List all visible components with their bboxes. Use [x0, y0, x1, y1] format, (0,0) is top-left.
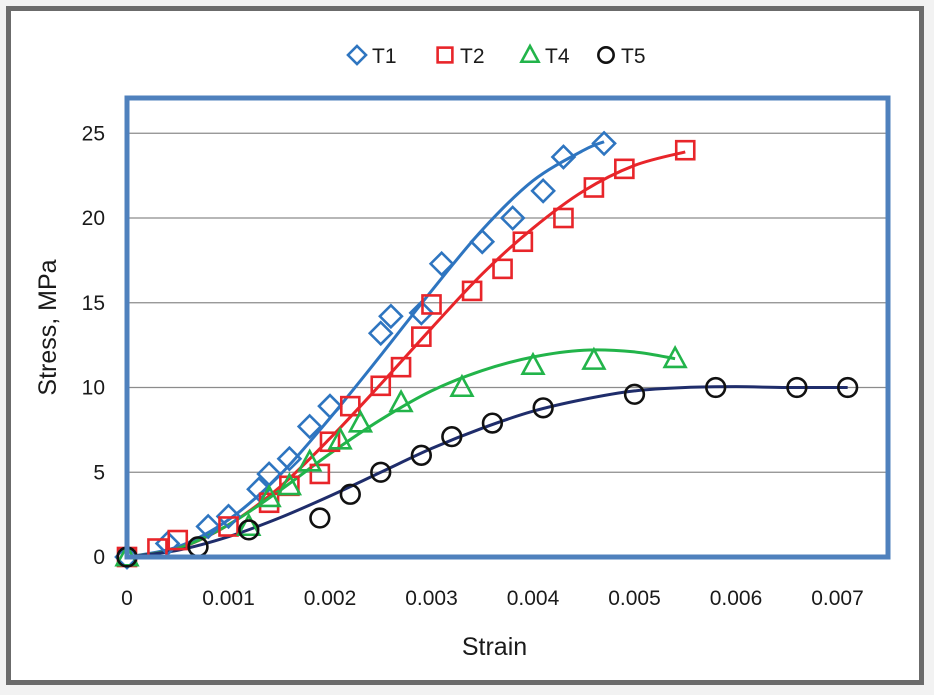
data-point-t2 — [583, 177, 605, 198]
data-point-t5 — [623, 383, 646, 405]
data-point-t5 — [441, 426, 463, 448]
plot-area-border — [124, 95, 891, 560]
x-tick-label: 0.001 — [202, 587, 255, 610]
y-tick-label: 10 — [82, 377, 105, 400]
legend-marker-t5 — [597, 46, 615, 64]
data-point-t1 — [499, 205, 526, 231]
x-tick-label: 0.006 — [710, 587, 763, 610]
y-tick-label: 25 — [82, 122, 105, 145]
data-point-t1 — [550, 144, 577, 170]
x-tick-label: 0.005 — [608, 587, 661, 610]
legend-label-t4: T4 — [545, 45, 570, 68]
y-tick-label: 5 — [93, 461, 105, 484]
data-point-t4 — [327, 426, 353, 450]
fit-curve-t2 — [126, 150, 686, 559]
data-point-t2 — [492, 258, 513, 280]
data-point-t4 — [256, 483, 282, 508]
data-point-t1 — [408, 300, 435, 326]
data-point-t4 — [236, 512, 262, 537]
data-point-t2 — [421, 294, 442, 315]
data-point-t2 — [218, 516, 239, 537]
data-point-t5 — [481, 412, 504, 434]
data-point-t2 — [512, 231, 534, 253]
legend-marker-t4 — [519, 43, 541, 64]
data-point-t4 — [520, 351, 546, 376]
data-point-t4 — [388, 389, 414, 413]
data-point-t4 — [276, 472, 303, 496]
data-point-t1 — [367, 320, 394, 347]
data-point-t4 — [662, 344, 688, 369]
legend-label-t2: T2 — [460, 45, 485, 68]
x-tick-label: 0 — [121, 587, 133, 610]
data-point-t1 — [195, 513, 222, 540]
data-point-t2 — [167, 529, 189, 551]
legend-label-t1: T1 — [372, 45, 397, 68]
data-point-t1 — [591, 130, 617, 157]
data-point-t2 — [319, 431, 341, 453]
fit-curve-t4 — [126, 348, 676, 559]
x-tick-label: 0.002 — [304, 587, 357, 610]
data-point-t2 — [614, 158, 635, 180]
tick-labels: 0 5 10 15 20 25 0 0.001 0.002 0.003 0.004 0.005 0.00… — [82, 122, 864, 610]
data-point-t1 — [428, 250, 455, 277]
data-point-t1 — [317, 393, 343, 419]
x-tick-label: 0.004 — [507, 587, 560, 610]
legend: T1 T2 T4 T5 — [346, 43, 646, 68]
data-point-t1 — [296, 413, 323, 440]
data-point-t5 — [532, 397, 554, 419]
y-tick-label: 20 — [82, 207, 105, 230]
data-point-t5 — [837, 376, 859, 399]
data-point-t2 — [309, 463, 331, 485]
data-point-t1 — [215, 503, 242, 530]
data-point-t5 — [410, 444, 433, 466]
data-point-t4 — [449, 373, 475, 398]
data-point-t2 — [390, 356, 412, 378]
data-point-t4 — [297, 448, 323, 472]
data-point-t1 — [469, 228, 496, 255]
x-tick-label: 0.007 — [811, 587, 864, 610]
fit-curve-t1 — [126, 140, 605, 559]
y-tick-label: 15 — [82, 292, 105, 315]
fit-curve-t5 — [126, 385, 848, 559]
legend-label-t5: T5 — [621, 45, 646, 68]
data-point-t5 — [238, 519, 260, 541]
data-point-t4 — [347, 409, 374, 433]
data-point-t5 — [370, 461, 392, 483]
data-point-t2 — [553, 207, 574, 229]
legend-marker-t2 — [436, 46, 454, 64]
x-tick-label: 0.003 — [405, 587, 458, 610]
chart-card — [6, 6, 924, 685]
legend-marker-t1 — [346, 44, 368, 66]
fit-curves — [126, 140, 848, 559]
data-point-t5 — [309, 507, 331, 529]
data-point-t2 — [339, 395, 361, 417]
data-point-t1 — [530, 178, 556, 204]
y-tick-label: 0 — [93, 546, 105, 569]
data-markers — [114, 130, 859, 570]
data-point-t2 — [674, 139, 696, 161]
data-point-t4 — [581, 346, 607, 370]
data-point-t5 — [705, 376, 727, 399]
data-point-t1 — [378, 303, 404, 330]
data-point-t1 — [276, 445, 303, 472]
data-point-t2 — [461, 280, 483, 302]
data-point-t5 — [339, 483, 361, 505]
grid-lines — [127, 132, 888, 473]
x-axis-title: Strain — [462, 633, 527, 661]
data-point-t2 — [411, 326, 432, 347]
data-point-t2 — [370, 375, 392, 397]
y-axis-title: Stress, MPa — [34, 259, 62, 395]
data-point-t5 — [786, 376, 808, 399]
